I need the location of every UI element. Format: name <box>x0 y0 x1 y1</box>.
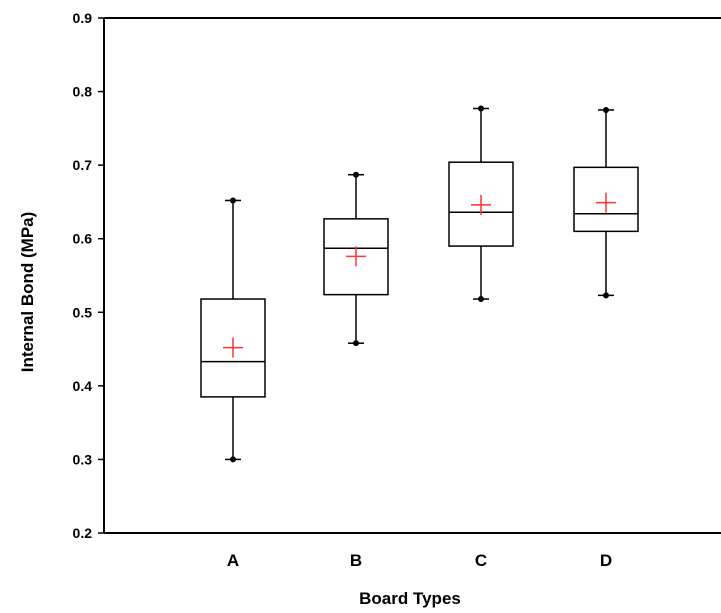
y-tick-label: 0.6 <box>73 231 93 247</box>
x-category-label: B <box>350 551 362 570</box>
iqr-box <box>448 161 514 247</box>
iqr-box <box>323 218 389 296</box>
x-category-label: C <box>475 551 487 570</box>
boxes <box>200 105 639 463</box>
min-point <box>603 292 609 299</box>
y-tick-label: 0.9 <box>73 10 93 26</box>
x-category-label: A <box>227 551 239 570</box>
max-point <box>230 197 236 204</box>
x-category-label: D <box>600 551 612 570</box>
y-tick-label: 0.5 <box>73 304 93 320</box>
max-point <box>478 105 484 112</box>
y-tick-label: 0.7 <box>73 157 93 173</box>
y-axis-ticks: 0.2 0.3 0.4 0.5 0.6 0.7 0.8 0.9 <box>73 10 104 541</box>
y-axis-title: Internal Bond (MPa) <box>18 212 37 373</box>
iqr-box <box>200 298 266 398</box>
y-tick-label: 0.2 <box>73 525 93 541</box>
min-point <box>353 340 359 347</box>
y-tick-label: 0.8 <box>73 84 93 100</box>
x-axis-categories: A B C D <box>227 551 612 570</box>
axes <box>103 17 721 534</box>
x-axis-title: Board Types <box>359 589 461 608</box>
iqr-box <box>573 166 639 233</box>
box-D <box>573 106 639 299</box>
max-point <box>603 106 609 113</box>
min-point <box>230 456 236 463</box>
box-A <box>200 197 266 463</box>
min-point <box>478 296 484 303</box>
box-B <box>323 171 389 347</box>
max-point <box>353 171 359 178</box>
box-C <box>448 105 514 303</box>
y-tick-label: 0.3 <box>73 451 93 467</box>
y-tick-label: 0.4 <box>73 378 93 394</box>
